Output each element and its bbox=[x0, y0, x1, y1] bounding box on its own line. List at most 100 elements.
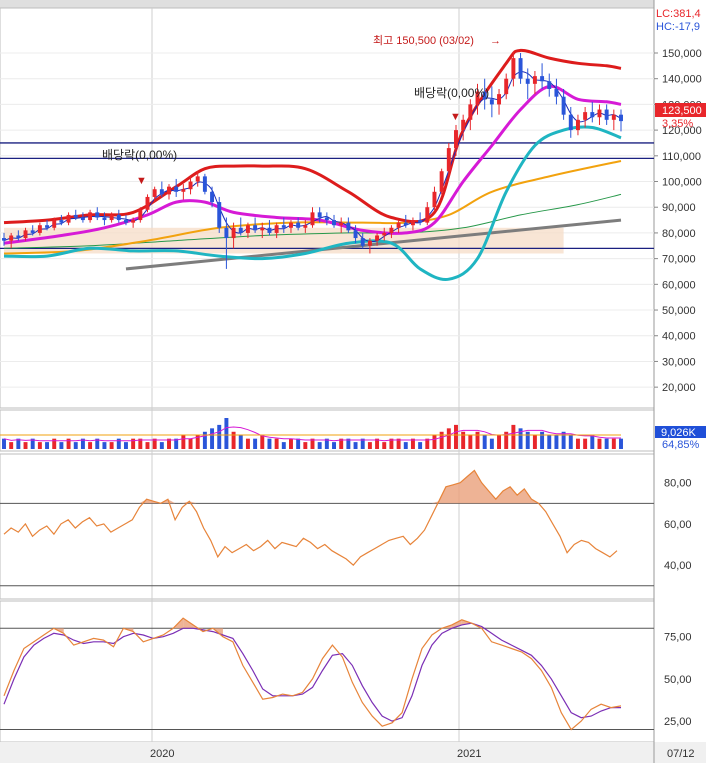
candle-up bbox=[432, 191, 437, 208]
volume-bar bbox=[224, 418, 229, 449]
volume-bar bbox=[274, 438, 279, 449]
current-price-badge bbox=[655, 103, 706, 117]
volume-bar bbox=[174, 438, 179, 449]
candle-up bbox=[310, 212, 315, 226]
candle-up bbox=[575, 119, 580, 131]
price-change-label: 3,35% bbox=[662, 118, 693, 130]
candle-down bbox=[547, 81, 552, 89]
rsi-axis-tick: 40,00 bbox=[664, 560, 692, 572]
candle-down bbox=[525, 78, 530, 84]
candle-down bbox=[296, 222, 301, 228]
candle-up bbox=[167, 186, 171, 195]
dividend-arrow-icon-2: ▼ bbox=[450, 111, 461, 123]
volume-bar bbox=[346, 438, 351, 449]
volume-bar bbox=[461, 431, 466, 449]
candle-down bbox=[418, 220, 423, 223]
volume-bar bbox=[418, 442, 423, 449]
candle-up bbox=[396, 222, 401, 228]
candle-up bbox=[425, 207, 430, 223]
volume-badge bbox=[655, 426, 706, 438]
volume-bar bbox=[281, 442, 286, 449]
volume-bar bbox=[396, 438, 401, 449]
candle-up bbox=[245, 225, 250, 233]
volume-bar bbox=[116, 438, 121, 449]
price-axis-tick: 140,000 bbox=[662, 74, 702, 86]
volume-bar bbox=[145, 442, 150, 449]
candle-down bbox=[123, 220, 128, 223]
trendline bbox=[125, 218, 622, 271]
stochastic-slow-line bbox=[3, 617, 622, 731]
volume-bar bbox=[597, 438, 602, 449]
candle-up bbox=[260, 227, 265, 231]
candle-up bbox=[188, 181, 193, 190]
candle-down bbox=[346, 222, 351, 231]
stochastic-axis: 75,00 50,00 25,00 bbox=[664, 632, 692, 728]
volume-bar bbox=[525, 431, 530, 449]
volume-bar bbox=[410, 438, 415, 449]
stochastic-indicator bbox=[0, 617, 654, 731]
volume-bar bbox=[267, 438, 272, 449]
rsi-overbought-fill bbox=[4, 470, 617, 504]
volume-bar bbox=[604, 438, 609, 449]
volume-bar bbox=[583, 438, 588, 449]
candle-up bbox=[532, 76, 537, 84]
price-axis-tick: 20,000 bbox=[662, 382, 696, 394]
x-right-label: 07/12 bbox=[667, 748, 695, 760]
candle-up bbox=[468, 104, 473, 120]
candle-up bbox=[181, 189, 186, 192]
volume-ma-line bbox=[3, 426, 621, 442]
price-axis-tick: 80,000 bbox=[662, 228, 696, 240]
candle-up bbox=[138, 209, 143, 221]
candle-down bbox=[210, 191, 215, 203]
volume-bar bbox=[468, 435, 473, 449]
candle-up bbox=[9, 235, 14, 241]
volume-bar bbox=[138, 438, 143, 449]
candle-down bbox=[2, 238, 6, 241]
candle-down bbox=[317, 212, 322, 218]
hc-label: HC:-17,9 bbox=[656, 21, 700, 33]
stochastic-axis-tick: 25,00 bbox=[664, 716, 692, 728]
candle-down bbox=[324, 217, 329, 221]
volume-bar bbox=[475, 431, 480, 449]
volume-bar bbox=[575, 438, 580, 449]
candle-up bbox=[231, 227, 236, 239]
candle-down bbox=[568, 114, 573, 131]
candle-down bbox=[353, 230, 358, 239]
rsi-axis: 80,00 60,00 40,00 bbox=[664, 478, 692, 572]
volume-bar bbox=[339, 438, 344, 449]
price-axis-tick: 70,000 bbox=[662, 254, 696, 266]
volume-bar bbox=[159, 442, 164, 449]
volume-bar bbox=[619, 438, 623, 449]
volume-bar bbox=[217, 424, 222, 449]
candle-down bbox=[518, 58, 523, 79]
volume-bar bbox=[310, 438, 315, 449]
volume-bar bbox=[439, 431, 444, 449]
price-axis-tick: 40,000 bbox=[662, 331, 696, 343]
volume-bar bbox=[59, 442, 64, 449]
candle-down bbox=[281, 225, 286, 228]
candle-up bbox=[52, 220, 57, 228]
volume-bar bbox=[188, 438, 193, 449]
volume-bar bbox=[446, 428, 451, 449]
volume-bar bbox=[296, 438, 301, 449]
volume-bar bbox=[547, 435, 552, 449]
candle-up bbox=[303, 225, 308, 228]
volume-bar bbox=[432, 435, 437, 449]
candlestick-layer[interactable] bbox=[2, 51, 623, 269]
candle-up bbox=[274, 225, 279, 233]
candle-down bbox=[224, 227, 229, 239]
rsi-axis-tick: 60,00 bbox=[664, 519, 692, 531]
candle-up bbox=[511, 58, 516, 79]
price-axis-tick: 60,000 bbox=[662, 279, 696, 291]
volume-bar bbox=[123, 442, 128, 449]
candle-down bbox=[590, 112, 595, 118]
volume-bar bbox=[23, 442, 28, 449]
rsi-axis-tick: 80,00 bbox=[664, 478, 692, 490]
candle-up bbox=[145, 196, 150, 210]
candle-up bbox=[504, 78, 509, 95]
candle-up bbox=[597, 109, 602, 118]
stochastic-axis-tick: 50,00 bbox=[664, 674, 692, 686]
dividend-arrow-icon-1: ▼ bbox=[136, 175, 147, 187]
volume-bar bbox=[353, 442, 358, 449]
volume-ratio-label: 64,85% bbox=[662, 439, 700, 451]
